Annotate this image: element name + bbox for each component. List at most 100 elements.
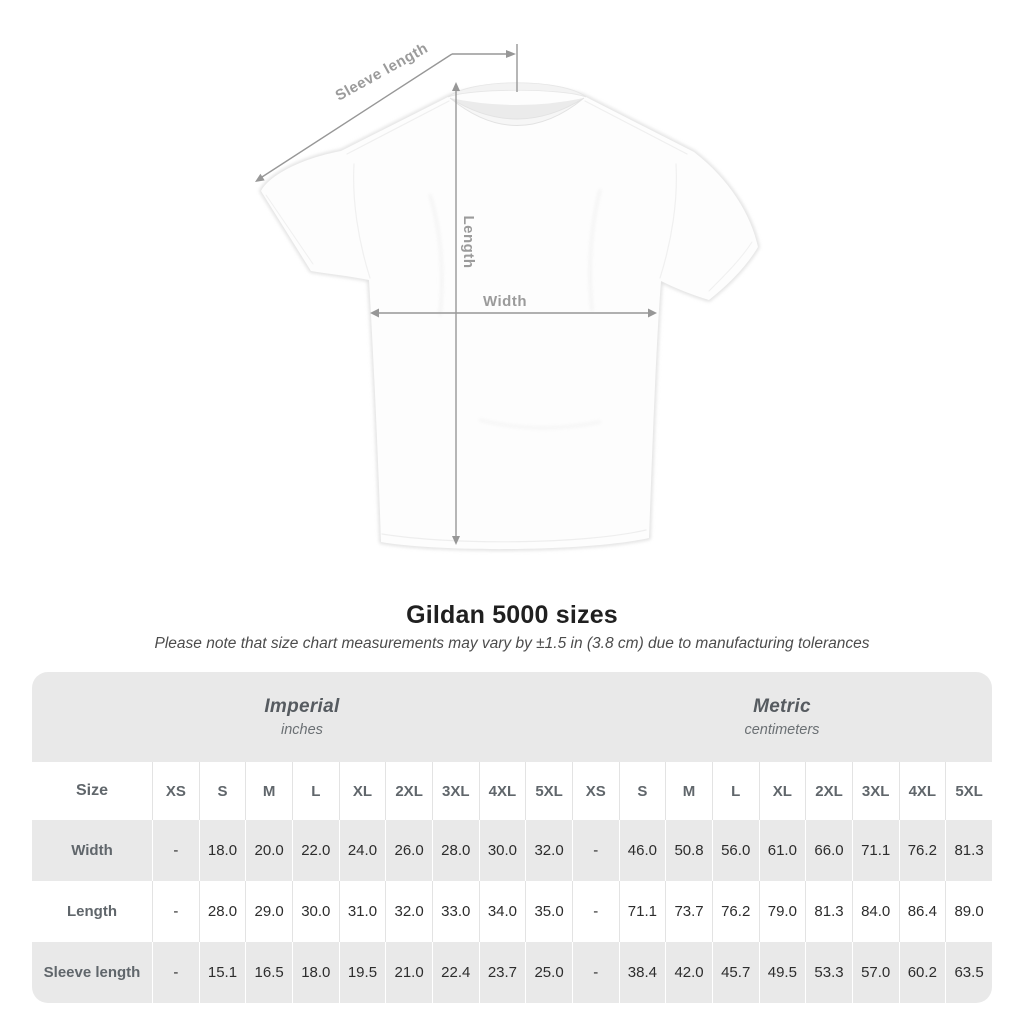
table-cell: 22.0 (291, 820, 339, 881)
tshirt-graphic: Sleeve length Length Width (255, 40, 760, 551)
size-header-imperial-l: L (291, 762, 339, 820)
table-cell: 30.0 (478, 820, 526, 881)
width-label: Width (483, 293, 527, 310)
sleeve-length-label: Sleeve length (333, 40, 432, 105)
size-header-metric-xl: XL (758, 762, 806, 820)
metric-section-header: Metric centimeters (571, 672, 992, 762)
size-header-imperial-4xl: 4XL (478, 762, 526, 820)
table-cell: 46.0 (618, 820, 666, 881)
size-header-imperial-3xl: 3XL (431, 762, 479, 820)
table-cell: 24.0 (338, 820, 386, 881)
table-row: Length -28.0 29.0 30.0 31.0 32.0 33.0 34.0 35.0-… (32, 881, 992, 942)
arrow-right-icon (648, 308, 657, 318)
table-cell: 32.0 (385, 881, 432, 942)
table-row: Width -18.0 20.0 22.0 24.0 26.0 28.0 30.0 32.0-4… (32, 820, 992, 881)
table-cell: 76.2 (898, 820, 946, 881)
table-cell: 73.7 (665, 881, 712, 942)
table-cell: 63.5 (945, 942, 992, 1003)
column-header-row: Size XS S M L XL 2XL 3XL 4XL 5XL XS S M L XL 2XL 3XL 4XL… (32, 762, 992, 820)
sleeve-length-dimension-line (261, 44, 518, 178)
table-cell: 60.2 (898, 942, 946, 1003)
table-cell: 18.0 (291, 942, 339, 1003)
table-cell: 61.0 (758, 820, 806, 881)
table-cell: 50.8 (665, 820, 712, 881)
size-column-header: Size (32, 762, 152, 820)
table-cell: 28.0 (431, 820, 479, 881)
tshirt-measurement-diagram: Sleeve length Length Width (255, 40, 760, 551)
table-cell: 81.3 (805, 881, 852, 942)
table-cell: 86.4 (898, 881, 946, 942)
size-header-metric-4xl: 4XL (898, 762, 946, 820)
metric-title: Metric (753, 696, 811, 717)
table-cell: 30.0 (291, 881, 339, 942)
collar-band (449, 97, 585, 126)
size-header-metric-xs: XS (571, 762, 619, 820)
table-cell: 84.0 (851, 881, 899, 942)
table-cell: 29.0 (245, 881, 292, 942)
table-cell: 16.5 (245, 942, 292, 1003)
size-header-metric-m: M (665, 762, 712, 820)
sleeve-length-arrowheads (255, 50, 516, 182)
units-band-row: Imperial inches Metric centimeters (32, 672, 992, 762)
table-cell: 57.0 (851, 942, 899, 1003)
tshirt-seams (265, 100, 753, 543)
size-header-imperial-m: M (245, 762, 292, 820)
table-cell: - (152, 881, 199, 942)
arrow-left-icon (370, 308, 379, 318)
width-arrowheads (370, 308, 657, 318)
table-cell: 81.3 (945, 820, 992, 881)
table-cell: 53.3 (805, 942, 852, 1003)
table-cell: 25.0 (525, 942, 572, 1003)
table-cell: 15.1 (198, 942, 246, 1003)
table-cell: 71.1 (851, 820, 899, 881)
table-cell: 28.0 (198, 881, 246, 942)
table-cell: 71.1 (618, 881, 666, 942)
table-cell: 42.0 (665, 942, 712, 1003)
imperial-section-header: Imperial inches (32, 672, 572, 762)
table-body: Width -18.0 20.0 22.0 24.0 26.0 28.0 30.0 32.0-4… (32, 820, 992, 1003)
size-header-imperial-2xl: 2XL (385, 762, 432, 820)
table-cell: 21.0 (385, 942, 432, 1003)
table-cell: 31.0 (338, 881, 386, 942)
table-cell: 56.0 (711, 820, 759, 881)
arrow-up-icon (452, 82, 460, 91)
table-cell: 49.5 (758, 942, 806, 1003)
size-header-imperial-xl: XL (338, 762, 386, 820)
tshirt-body (261, 88, 758, 550)
page-title: Gildan 5000 sizes (406, 601, 618, 629)
table-cell: 45.7 (711, 942, 759, 1003)
size-header-imperial-s: S (198, 762, 246, 820)
table-cell: - (571, 942, 619, 1003)
table-cell: - (152, 820, 199, 881)
arrow-down-icon (452, 536, 460, 545)
row-label: Width (32, 820, 152, 881)
table-cell: - (571, 881, 619, 942)
length-label: Length (460, 216, 477, 269)
table-cell: 35.0 (525, 881, 572, 942)
table-cell: 23.7 (478, 942, 526, 1003)
table-cell: 34.0 (478, 881, 526, 942)
table-cell: 32.0 (525, 820, 572, 881)
size-header-imperial-xs: XS (152, 762, 199, 820)
table-cell: 66.0 (805, 820, 852, 881)
table-cell: 26.0 (385, 820, 432, 881)
table-cell: 33.0 (431, 881, 479, 942)
length-arrowheads (452, 82, 460, 545)
row-label: Length (32, 881, 152, 942)
table-cell: 38.4 (618, 942, 666, 1003)
table-cell: 76.2 (711, 881, 759, 942)
table-row: Sleeve length -15.1 16.5 18.0 19.5 21.0 22.4 23… (32, 942, 992, 1003)
metric-unit: centimeters (744, 722, 820, 738)
size-header-imperial-5xl: 5XL (525, 762, 572, 820)
table-cell: 20.0 (245, 820, 292, 881)
table-cell: 22.4 (431, 942, 479, 1003)
size-header-metric-s: S (618, 762, 666, 820)
table-cell: 89.0 (945, 881, 992, 942)
size-chart-table: Imperial inches Metric centimeters Size … (32, 672, 992, 1003)
table-cell: 18.0 (198, 820, 246, 881)
row-label: Sleeve length (32, 942, 152, 1003)
page-subtitle: Please note that size chart measurements… (154, 635, 870, 652)
imperial-unit: inches (280, 722, 323, 738)
size-header-metric-l: L (711, 762, 759, 820)
size-header-metric-5xl: 5XL (945, 762, 992, 820)
